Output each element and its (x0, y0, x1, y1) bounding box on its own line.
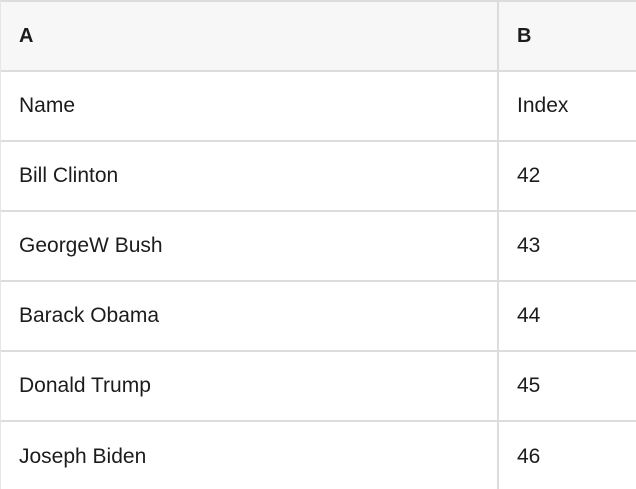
table-cell-b4[interactable]: 44 (498, 281, 636, 352)
table-cell-a1[interactable]: Name (1, 71, 499, 142)
table-row: Joseph Biden 46 (1, 421, 636, 489)
table-row: GeorgeW Bush 43 (1, 211, 636, 282)
table-row: Bill Clinton 42 (1, 141, 636, 212)
table-cell-a5[interactable]: Donald Trump (1, 351, 499, 422)
column-header-a[interactable]: A (1, 2, 499, 72)
table-row: Name Index (1, 71, 636, 142)
table-cell-b5[interactable]: 45 (498, 351, 636, 422)
table-cell-a4[interactable]: Barack Obama (1, 281, 499, 352)
table-cell-b1[interactable]: Index (498, 71, 636, 142)
table-row: Donald Trump 45 (1, 351, 636, 422)
table-cell-b2[interactable]: 42 (498, 141, 636, 212)
table-cell-a3[interactable]: GeorgeW Bush (1, 211, 499, 282)
table-cell-a2[interactable]: Bill Clinton (1, 141, 499, 212)
table-row: Barack Obama 44 (1, 281, 636, 352)
table-cell-b3[interactable]: 43 (498, 211, 636, 282)
column-header-b[interactable]: B (498, 2, 636, 72)
table-cell-b6[interactable]: 46 (498, 421, 636, 489)
header-row: A B (1, 2, 636, 72)
table-cell-a6[interactable]: Joseph Biden (1, 421, 499, 489)
